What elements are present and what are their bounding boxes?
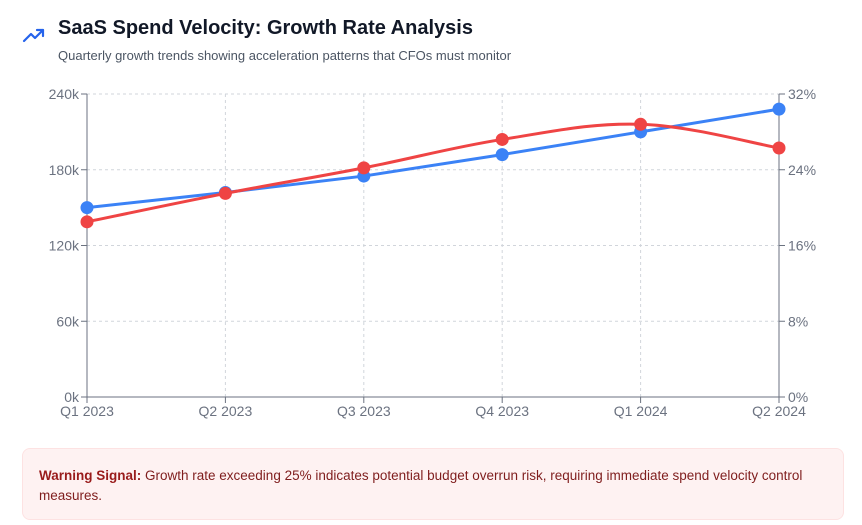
growth-rate-point [634,117,648,131]
growth-rate-point [495,132,509,146]
right-axis-tick-label: 32% [788,86,816,102]
chart-subtitle: Quarterly growth trends showing accelera… [58,48,512,63]
right-axis-tick-label: 0% [788,389,808,405]
left-axis-tick-label: 180k [49,162,80,178]
x-axis-tick-label: Q2 2024 [752,403,806,419]
x-axis-tick-label: Q2 2023 [199,403,253,419]
growth-rate-point [218,186,232,200]
x-axis-tick-label: Q4 2023 [475,403,529,419]
growth-chart: 0k 60k 120k 180k 240k 0% 8% 16% 24% 32% Q1 2023 Q2 … [49,86,816,419]
chart-area: 0k 60k 120k 180k 240k 0% 8% 16% 24% 32% Q1 2023 Q2 … [0,78,862,423]
chart-title: SaaS Spend Velocity: Growth Rate Analysi… [58,16,473,39]
chart-header: SaaS Spend Velocity: Growth Rate Analysi… [22,14,842,63]
right-axis-tick-label: 24% [788,162,816,178]
growth-rate-point [772,141,786,155]
growth-rate-point [80,215,94,229]
left-axis-tick-label: 0k [64,389,80,405]
x-axis-tick-label: Q3 2023 [337,403,391,419]
spend-point [80,201,94,215]
spend-point [495,148,509,162]
left-axis-tick-label: 120k [49,238,80,254]
right-axis-tick-label: 16% [788,238,816,254]
growth-rate-point [357,161,371,175]
warning-label: Warning Signal: [39,468,142,483]
x-axis-tick-label: Q1 2023 [60,403,114,419]
left-axis-tick-label: 60k [56,313,80,329]
trending-up-icon [22,28,45,43]
spend-line [86,107,780,210]
growth-rate-line [86,122,780,224]
right-axis-tick-label: 8% [788,313,808,329]
warning-text: Growth rate exceeding 25% indicates pote… [39,468,803,503]
warning-callout: Warning Signal: Growth rate exceeding 25… [22,448,844,520]
spend-point [772,102,786,116]
x-axis-tick-label: Q1 2024 [614,403,668,419]
left-axis-tick-label: 240k [49,86,80,102]
